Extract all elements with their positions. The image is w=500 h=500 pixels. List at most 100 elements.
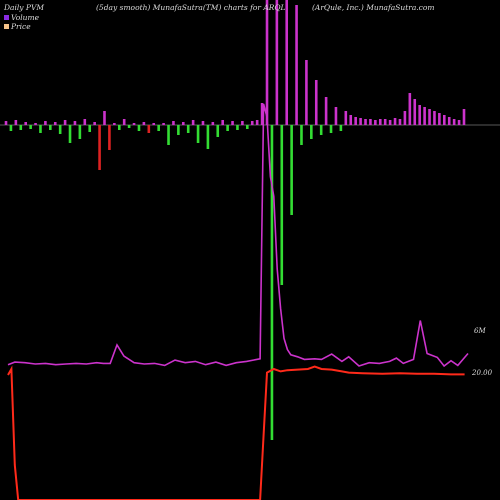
volume-bar	[24, 122, 27, 125]
volume-bar	[83, 119, 87, 125]
volume-bar	[310, 125, 313, 139]
volume-bar	[137, 125, 141, 131]
volume-bar	[88, 125, 92, 132]
volume-bar	[9, 125, 13, 131]
volume-bar	[34, 123, 37, 125]
legend-price: Price	[4, 22, 31, 31]
volume-bar	[147, 125, 151, 133]
chart-title-right: (ArQule, Inc.) MunafaSutra.com	[312, 3, 435, 12]
volume-bar	[314, 80, 318, 125]
volume-bar	[108, 125, 111, 150]
volume-bar	[260, 103, 264, 125]
volume-bar	[177, 125, 180, 135]
volume-bar	[398, 119, 402, 125]
legend-volume-swatch	[4, 15, 9, 20]
volume-bars	[4, 0, 466, 440]
volume-bar	[438, 113, 441, 125]
price-line	[7, 365, 465, 500]
volume-bar	[236, 125, 239, 130]
volume-bar	[428, 109, 431, 125]
volume-bar	[49, 125, 52, 130]
legend-volume: Volume	[4, 13, 39, 22]
volume-bar	[265, 0, 269, 125]
volume-axis-label: 6M	[474, 327, 486, 335]
volume-bar	[383, 119, 387, 125]
volume-bar	[255, 120, 259, 125]
volume-bar	[329, 125, 333, 133]
volume-bar	[132, 123, 136, 125]
volume-bar	[433, 111, 436, 125]
volume-bar	[196, 125, 200, 143]
volume-bar	[364, 119, 367, 125]
volume-bar	[122, 119, 126, 125]
price-axis-label: 20.00	[472, 369, 493, 377]
volume-bar	[191, 120, 195, 125]
volume-bar	[117, 125, 121, 130]
volume-bar	[374, 120, 377, 125]
volume-bar	[462, 109, 466, 125]
volume-line	[7, 103, 469, 368]
volume-bar	[4, 121, 8, 125]
volume-bar	[305, 60, 308, 125]
volume-bar	[221, 120, 224, 125]
volume-bar	[63, 120, 67, 125]
volume-bar	[78, 125, 82, 139]
volume-bar	[359, 118, 362, 125]
volume-bar	[246, 125, 249, 129]
legend-price-swatch	[4, 24, 9, 29]
volume-bar	[388, 120, 392, 125]
volume-bar	[344, 111, 348, 125]
volume-bar	[113, 123, 116, 125]
volume-bar	[369, 119, 372, 125]
volume-bar	[290, 125, 293, 215]
volume-bar	[68, 125, 72, 143]
volume-bar	[216, 125, 220, 137]
volume-bar	[270, 125, 274, 440]
volume-bar	[201, 121, 205, 125]
volume-bar	[339, 125, 343, 131]
volume-bar	[103, 111, 106, 125]
volume-bar	[53, 122, 57, 125]
volume-bar	[285, 0, 289, 125]
legend-price-label: Price	[11, 22, 31, 31]
volume-bar	[457, 120, 461, 125]
volume-bar	[447, 117, 451, 125]
volume-bar	[181, 122, 185, 125]
volume-bar	[413, 99, 417, 125]
volume-bar	[19, 125, 23, 130]
volume-bar	[423, 107, 426, 125]
volume-bar	[73, 121, 77, 125]
volume-bar	[14, 120, 18, 125]
volume-bar	[127, 125, 131, 128]
volume-bar	[250, 121, 254, 125]
volume-bar	[206, 125, 210, 149]
chart-title-center: (5day smooth) MunafaSutra(TM) charts for…	[96, 3, 286, 12]
volume-bar	[403, 111, 407, 125]
volume-bar	[44, 121, 47, 125]
volume-bar	[39, 125, 42, 133]
volume-bar	[29, 125, 32, 129]
volume-bar	[152, 123, 156, 125]
volume-bar	[418, 105, 421, 125]
volume-bar	[354, 117, 357, 125]
volume-bar	[58, 125, 62, 134]
volume-bar	[172, 121, 175, 125]
volume-bar	[167, 125, 170, 145]
chart-title-left: Daily PVM	[4, 3, 45, 12]
volume-bar	[408, 93, 412, 125]
volume-bar	[275, 0, 279, 125]
volume-bar	[295, 5, 298, 125]
volume-bar	[393, 118, 397, 125]
volume-bar	[280, 125, 284, 285]
volume-bar	[157, 125, 160, 131]
volume-bar	[349, 115, 353, 125]
volume-bar	[241, 121, 244, 125]
volume-bar	[378, 119, 382, 125]
legend-volume-label: Volume	[11, 13, 40, 22]
volume-bar	[98, 125, 101, 170]
volume-bar	[334, 107, 338, 125]
volume-bar	[452, 119, 456, 125]
volume-bar	[93, 122, 96, 125]
volume-bar	[142, 122, 146, 125]
